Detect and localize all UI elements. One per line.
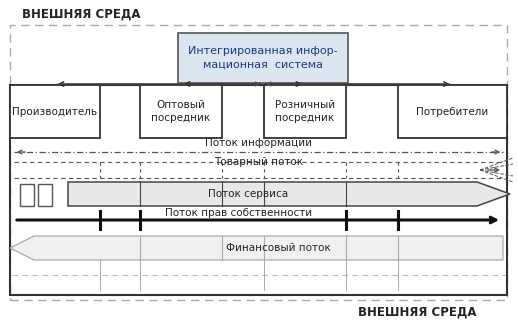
- Polygon shape: [10, 236, 503, 260]
- Text: Финансовый поток: Финансовый поток: [226, 243, 331, 253]
- Text: Розничный
посредник: Розничный посредник: [275, 100, 335, 123]
- Text: ВНЕШНЯЯ СРЕДА: ВНЕШНЯЯ СРЕДА: [22, 7, 141, 21]
- Bar: [178, 33, 348, 83]
- Text: ВНЕШНЯЯ СРЕДА: ВНЕШНЯЯ СРЕДА: [358, 306, 477, 318]
- Text: Потребители: Потребители: [416, 107, 489, 117]
- Text: Поток информации: Поток информации: [205, 138, 312, 148]
- Bar: [10, 25, 507, 300]
- Bar: [20, 184, 34, 206]
- Bar: [38, 184, 52, 206]
- Bar: [10, 85, 507, 295]
- Text: Интегрированная инфор-
мационная  система: Интегрированная инфор- мационная система: [188, 46, 338, 70]
- Bar: [398, 85, 507, 138]
- Text: Производитель: Производитель: [12, 107, 98, 117]
- Text: Поток сервиса: Поток сервиса: [208, 189, 288, 199]
- Text: Оптовый
посредник: Оптовый посредник: [151, 100, 210, 123]
- Bar: [140, 85, 222, 138]
- Polygon shape: [68, 182, 510, 206]
- Bar: [10, 85, 100, 138]
- Text: Поток прав собственности: Поток прав собственности: [165, 208, 312, 218]
- Bar: [264, 85, 346, 138]
- Text: Товарный поток: Товарный поток: [214, 157, 303, 167]
